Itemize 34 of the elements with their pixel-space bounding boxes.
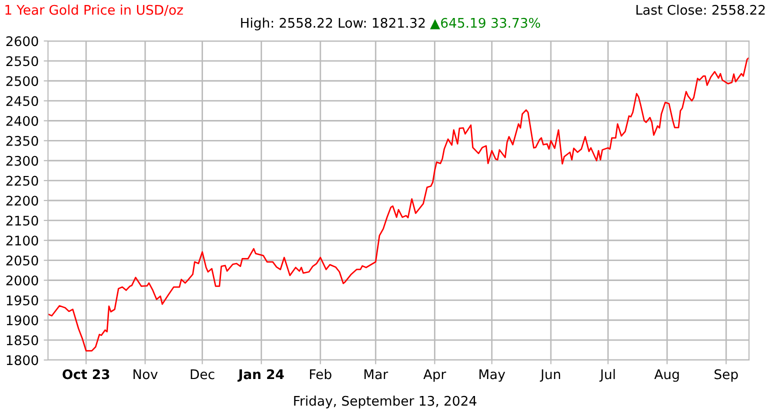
text: ▲645.19 33.73% — [430, 18, 540, 30]
y-tick-label: 2600 — [6, 36, 38, 46]
y-tick-label: 2400 — [6, 116, 38, 126]
y-tick-label: 2350 — [6, 136, 38, 146]
x-tick-label: Jan 24 — [238, 369, 284, 382]
x-tick-label: Feb — [310, 369, 332, 380]
x-tick-label: Mar — [364, 369, 388, 380]
y-tick-label: 2200 — [6, 196, 38, 206]
y-tick-label: 1850 — [6, 335, 38, 346]
x-tick-label: Jul — [599, 369, 615, 382]
x-tick-label: Nov — [134, 369, 158, 380]
y-tick-label: 2100 — [6, 236, 38, 246]
y-tick-label: 1900 — [6, 315, 38, 326]
x-tick-label: Dec — [190, 369, 214, 380]
x-tick-label: Jun — [540, 369, 560, 382]
text: Friday, September 13, 2024 — [294, 396, 476, 408]
y-tick-label: 2550 — [6, 56, 38, 66]
chart-subtitle: High: 2558.22 Low: 1821.32 — [241, 18, 425, 30]
y-tick-label: 2050 — [6, 256, 38, 266]
text: Last Close: 2558.22 — [636, 4, 765, 15]
y-tick-label: 2150 — [6, 216, 38, 226]
chart-title: 1 Year Gold Price in USD/oz — [5, 4, 183, 16]
x-tick-label: Oct 23 — [62, 369, 110, 380]
y-tick-label: 1800 — [6, 355, 38, 366]
x-tick-label: Aug — [654, 369, 679, 382]
y-tick-label: 2250 — [6, 176, 38, 186]
y-tick-label: 2300 — [6, 156, 38, 166]
y-tick-label: 2450 — [6, 96, 38, 106]
y-tick-label: 2500 — [6, 76, 38, 86]
x-tick-label: Sep — [714, 369, 738, 382]
x-tick-label: Apr — [423, 369, 446, 382]
y-tick-label: 2000 — [6, 275, 38, 286]
y-tick-label: 1950 — [6, 295, 38, 306]
x-tick-label: May — [479, 369, 506, 382]
